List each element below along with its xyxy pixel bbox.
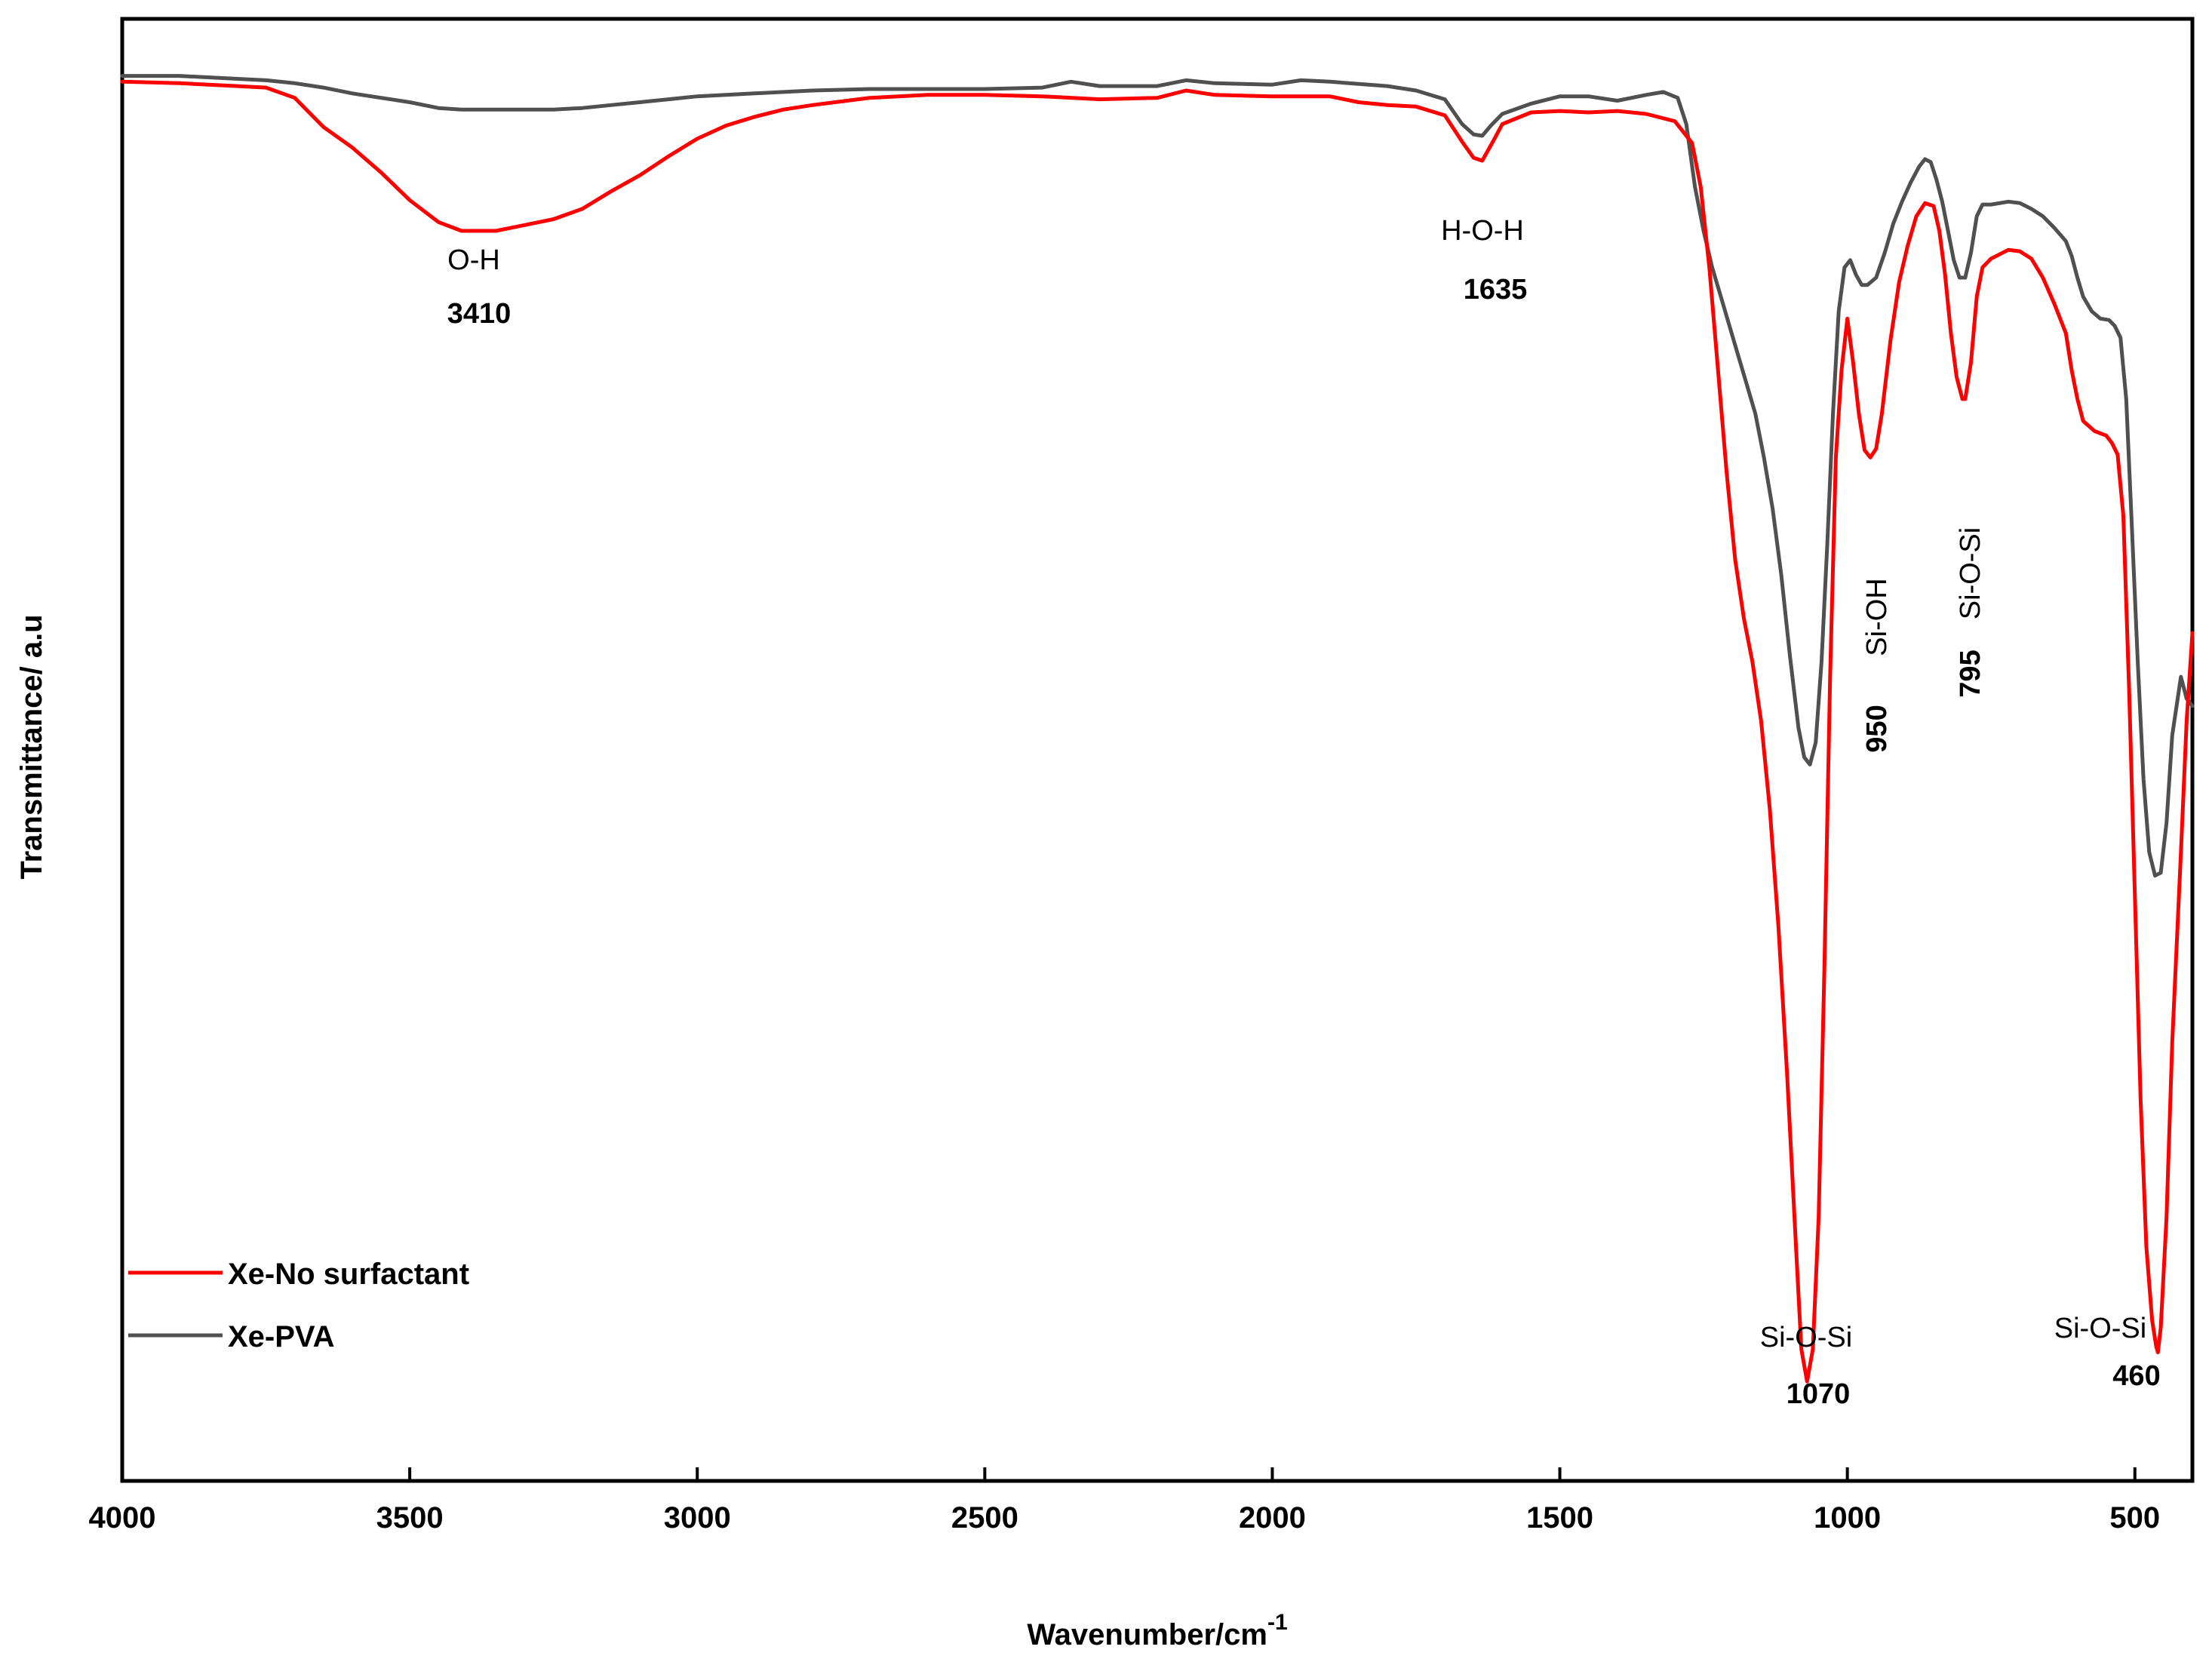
annotation-sioh-label: Si-OH bbox=[1861, 578, 1893, 656]
annotation-hoh-value: 1635 bbox=[1464, 274, 1528, 306]
annotation-siosi-460-label: Si-O-Si bbox=[2054, 1313, 2146, 1344]
annotation-oh-label: O-H bbox=[447, 244, 500, 276]
annotation-oh: O-H 3410 bbox=[447, 244, 512, 330]
annotation-siosi-795-label: Si-O-Si bbox=[1955, 527, 1986, 619]
x-axis-title-superscript: -1 bbox=[1267, 1610, 1288, 1635]
annotation-hoh: H-O-H 1635 bbox=[1441, 215, 1527, 306]
x-axis-title-text: Wavenumber/cm bbox=[1027, 1618, 1267, 1651]
annotation-siosi-460: Si-O-Si 460 bbox=[2054, 1313, 2161, 1392]
annotation-sioh-value: 950 bbox=[1861, 705, 1893, 752]
annotation-siosi-1070-value: 1070 bbox=[1786, 1378, 1851, 1410]
series-line-xe-pva bbox=[120, 74, 2195, 878]
x-tick-label-3000: 3000 bbox=[664, 1501, 731, 1534]
series-line-xe-no-surfactant bbox=[120, 79, 2195, 1384]
x-tick-label-3500: 3500 bbox=[376, 1501, 444, 1534]
legend-label-xe-pva: Xe-PVA bbox=[228, 1320, 335, 1353]
x-tick-label-1000: 1000 bbox=[1814, 1501, 1881, 1534]
x-tick-label-1500: 1500 bbox=[1526, 1501, 1593, 1534]
plot-frame bbox=[120, 17, 2195, 1483]
annotation-hoh-label: H-O-H bbox=[1441, 215, 1524, 247]
annotation-oh-value: 3410 bbox=[447, 298, 512, 330]
x-tick-label-2000: 2000 bbox=[1239, 1501, 1306, 1534]
x-axis-ticks: 4000 3500 3000 2500 2000 1500 1000 500 bbox=[89, 1467, 2160, 1534]
annotation-siosi-795: Si-O-Si 795 bbox=[1955, 527, 1986, 698]
x-axis-title: Wavenumber/cm-1 bbox=[1027, 1610, 1287, 1651]
x-tick-label-2500: 2500 bbox=[951, 1501, 1018, 1534]
legend-label-xe-no-surfactant: Xe-No surfactant bbox=[228, 1258, 469, 1291]
legend: Xe-No surfactant Xe-PVA bbox=[128, 1258, 469, 1353]
annotation-sioh: Si-OH 950 bbox=[1861, 578, 1893, 752]
x-tick-label-4000: 4000 bbox=[89, 1501, 156, 1534]
y-axis-title: Transmittance/ a.u bbox=[15, 614, 48, 879]
annotation-siosi-1070: Si-O-Si 1070 bbox=[1760, 1322, 1852, 1410]
annotation-siosi-460-value: 460 bbox=[2112, 1360, 2160, 1392]
series-layer bbox=[120, 74, 2195, 1384]
x-tick-label-500: 500 bbox=[2109, 1501, 2160, 1534]
annotation-siosi-795-value: 795 bbox=[1955, 650, 1986, 697]
annotation-siosi-1070-label: Si-O-Si bbox=[1760, 1322, 1852, 1353]
